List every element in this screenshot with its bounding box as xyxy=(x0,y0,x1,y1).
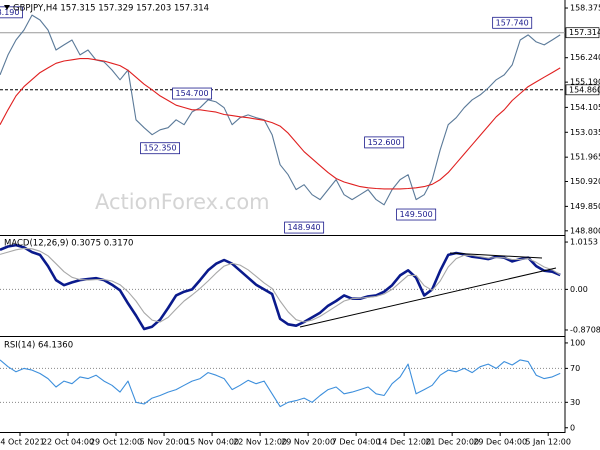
x-tick-label: 14 Oct 2021 xyxy=(0,438,45,447)
watermark: ActionForex.com xyxy=(95,190,270,214)
y-tick-label: 149.850 xyxy=(570,202,600,211)
y-tick-label: 155.190 xyxy=(570,78,600,87)
x-tick-label: 29 Dec 04:00 xyxy=(473,438,527,447)
panel-frames xyxy=(0,0,566,433)
price-label: 157.314 xyxy=(569,28,600,37)
symbol-icon xyxy=(4,5,10,10)
y-tick-label: 153.035 xyxy=(570,128,600,137)
annotation-label: 8.190 xyxy=(0,8,19,17)
y-tick-label: 150.920 xyxy=(570,177,600,186)
annotation-box xyxy=(284,221,325,234)
price-label-box xyxy=(565,27,600,39)
series-line xyxy=(0,14,561,206)
series-line xyxy=(0,359,561,408)
y-tick-label: 70 xyxy=(570,364,580,373)
y-tick-label: 154.105 xyxy=(570,103,600,112)
x-tick-label: 21 Dec 20:00 xyxy=(425,438,479,447)
macd-trendline xyxy=(299,267,557,328)
x-tick-label: 5 Jan 12:00 xyxy=(525,438,571,447)
x-tick-label: 29 Oct 12:00 xyxy=(90,438,142,447)
x-tick-label: 5 Nov 20:00 xyxy=(140,438,189,447)
y-tick-label: 1.0153 xyxy=(570,238,598,247)
y-tick-label: 30 xyxy=(570,398,580,407)
y-tick-label: 151.965 xyxy=(570,153,600,162)
macd-trendline xyxy=(449,252,543,259)
y-tick-label: 100 xyxy=(570,338,585,347)
annotation-box xyxy=(140,142,181,155)
series-line xyxy=(0,247,561,323)
x-tick-label: 14 Dec 12:00 xyxy=(377,438,431,447)
annotation-box xyxy=(492,16,533,29)
annotation-label: 149.500 xyxy=(400,210,433,219)
y-tick-label: 158.375 xyxy=(570,4,600,13)
macd-title: MACD(12,26,9) 0.3075 0.3170 xyxy=(4,239,133,249)
x-tick-label: 15 Nov 04:00 xyxy=(185,438,239,447)
annotation-box xyxy=(172,87,213,100)
y-tick-label: 0.00 xyxy=(570,285,588,294)
annotation-label: 148.940 xyxy=(288,223,321,232)
annotation-box xyxy=(396,208,437,221)
annotation-box xyxy=(364,136,405,149)
x-tick-label: 22 Nov 12:00 xyxy=(233,438,287,447)
rsi-title: RSI(14) 64.1360 xyxy=(4,341,73,351)
x-tick-label: 29 Nov 20:00 xyxy=(281,438,335,447)
annotation-label: 157.740 xyxy=(496,18,529,27)
series-line xyxy=(0,58,561,190)
price-label: 154.860 xyxy=(569,85,600,94)
price-title: GBPJPY,H4 157.315 157.329 157.203 157.31… xyxy=(13,4,209,14)
annotation-label: 152.600 xyxy=(368,138,401,147)
price-label-box xyxy=(565,84,600,96)
y-tick-label: 0 xyxy=(570,423,575,432)
x-tick-label: 7 Dec 04:00 xyxy=(332,438,381,447)
annotation-label: 154.700 xyxy=(176,89,209,98)
x-tick-label: 22 Oct 04:00 xyxy=(42,438,94,447)
y-tick-label: 148.800 xyxy=(570,226,600,235)
y-tick-label: -0.8708 xyxy=(570,325,600,334)
y-tick-label: 156.240 xyxy=(570,53,600,62)
annotation-label: 152.350 xyxy=(144,144,177,153)
